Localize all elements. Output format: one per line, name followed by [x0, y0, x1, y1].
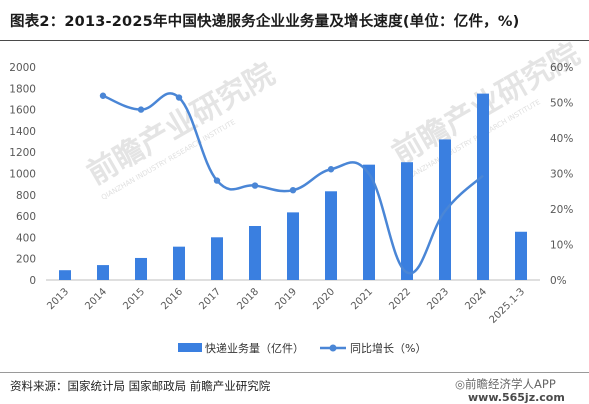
bar: [363, 164, 375, 280]
y-right-tick-label: 40%: [550, 133, 573, 145]
x-tick-label: 2019: [273, 286, 299, 312]
growth-point: [137, 106, 145, 113]
y-left-tick-label: 1000: [9, 169, 36, 181]
bar: [173, 246, 185, 280]
legend-bar-label: 快递业务量（亿件）: [205, 341, 304, 355]
x-tick-label: 2013: [45, 286, 71, 312]
y-right-tick-label: 0%: [550, 275, 567, 287]
legend: 快递业务量（亿件） 同比增长（%）: [178, 341, 426, 355]
y-left-tick-label: 400: [16, 232, 36, 244]
bar: [59, 270, 71, 280]
y-left-tick-label: 200: [16, 254, 36, 266]
title-divider: [0, 40, 589, 41]
y-left-tick-label: 800: [16, 190, 36, 202]
x-tick-label: 2014: [83, 286, 109, 312]
y-right-tick-label: 60%: [550, 62, 573, 74]
x-tick-label: 2024: [463, 286, 489, 312]
x-tick-label: 2020: [311, 286, 337, 312]
growth-point: [175, 94, 183, 101]
legend-bar-swatch: [178, 343, 202, 352]
watermark-text: 前瞻产业研究院: [82, 57, 281, 192]
x-tick-label: 2017: [197, 286, 223, 312]
y-left-tick-label: 0: [29, 275, 36, 287]
x-tick-label: 2025.1-3: [488, 286, 528, 326]
y-right-tick-label: 20%: [550, 204, 573, 216]
line-series: [99, 92, 484, 275]
growth-point: [99, 92, 107, 99]
bar: [401, 162, 413, 280]
site-watermark: www.565jz.com: [468, 391, 565, 404]
y-left-tick-label: 1200: [9, 147, 36, 159]
bar: [477, 93, 489, 280]
x-tick-label: 2023: [425, 286, 451, 312]
y-left-tick-label: 2000: [9, 62, 36, 74]
y-left-tick-label: 600: [16, 211, 36, 223]
growth-point: [289, 186, 297, 194]
growth-point: [327, 166, 335, 173]
growth-point: [251, 182, 259, 189]
bar-series: [59, 93, 527, 280]
bar: [97, 265, 109, 280]
legend-line-label: 同比增长（%）: [350, 341, 426, 355]
x-tick-label: 2022: [387, 286, 413, 312]
y-right-tick-label: 30%: [550, 169, 573, 181]
y-left-tick-label: 1400: [9, 126, 36, 138]
watermark: 前瞻产业研究院前瞻产业研究院QIANZHAN INDUSTRY RESEARCH…: [82, 37, 586, 202]
y-left-tick-label: 1600: [9, 105, 36, 117]
source-note: 资料来源：国家统计局 国家邮政局 前瞻产业研究院: [10, 379, 271, 393]
bar: [287, 212, 299, 280]
x-tick-label: 2015: [121, 286, 147, 312]
bar: [249, 226, 261, 280]
x-tick-label: 2021: [349, 286, 375, 312]
legend-line-marker: [329, 344, 337, 352]
y-right-tick-label: 50%: [550, 98, 573, 110]
bar: [515, 231, 527, 280]
source-divider: [0, 372, 589, 373]
brand-mark: ◎前瞻经济学人APP: [455, 377, 556, 391]
bar: [211, 237, 223, 280]
growth-point: [213, 177, 221, 184]
x-tick-label: 2018: [235, 286, 261, 312]
bar: [135, 257, 147, 280]
chart-title: 图表2：2013-2025年中国快递服务企业业务量及增长速度(单位：亿件，%): [10, 14, 520, 30]
y-left-tick-label: 1800: [9, 83, 36, 95]
bar: [325, 191, 337, 280]
x-tick-label: 2016: [159, 286, 185, 312]
y-right-tick-label: 10%: [550, 240, 573, 252]
